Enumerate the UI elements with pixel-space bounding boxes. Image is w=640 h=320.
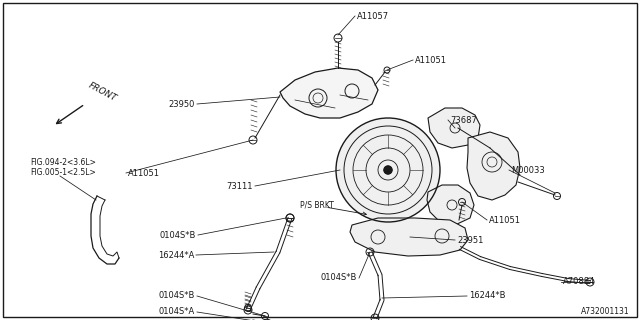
Text: A70884: A70884 xyxy=(563,277,595,286)
Circle shape xyxy=(336,118,440,222)
Text: A11051: A11051 xyxy=(489,215,521,225)
Text: 23951: 23951 xyxy=(457,236,483,244)
Text: A11051: A11051 xyxy=(415,55,447,65)
Text: 0104S*B: 0104S*B xyxy=(159,230,196,239)
Polygon shape xyxy=(428,108,480,148)
Text: FRONT: FRONT xyxy=(87,81,118,103)
Text: 16244*A: 16244*A xyxy=(157,251,194,260)
Polygon shape xyxy=(427,185,474,225)
Text: FIG.094-2<3.6L>: FIG.094-2<3.6L> xyxy=(30,157,96,166)
Text: 0104S*B: 0104S*B xyxy=(159,292,195,300)
Polygon shape xyxy=(467,132,520,200)
Text: 16244*B: 16244*B xyxy=(469,292,506,300)
Text: P/S BRKT: P/S BRKT xyxy=(300,201,334,210)
Text: M00033: M00033 xyxy=(511,165,545,174)
Polygon shape xyxy=(280,68,378,118)
Text: A11057: A11057 xyxy=(357,12,389,20)
Text: 73687: 73687 xyxy=(450,116,477,124)
Polygon shape xyxy=(350,218,468,256)
Text: 0104S*B: 0104S*B xyxy=(321,274,357,283)
Text: FIG.005-1<2.5L>: FIG.005-1<2.5L> xyxy=(30,167,96,177)
Text: A11051: A11051 xyxy=(128,169,160,178)
Text: 73111: 73111 xyxy=(227,181,253,190)
Text: A732001131: A732001131 xyxy=(581,308,630,316)
Circle shape xyxy=(384,166,392,174)
Text: 23950: 23950 xyxy=(168,100,195,108)
Text: 0104S*A: 0104S*A xyxy=(159,308,195,316)
